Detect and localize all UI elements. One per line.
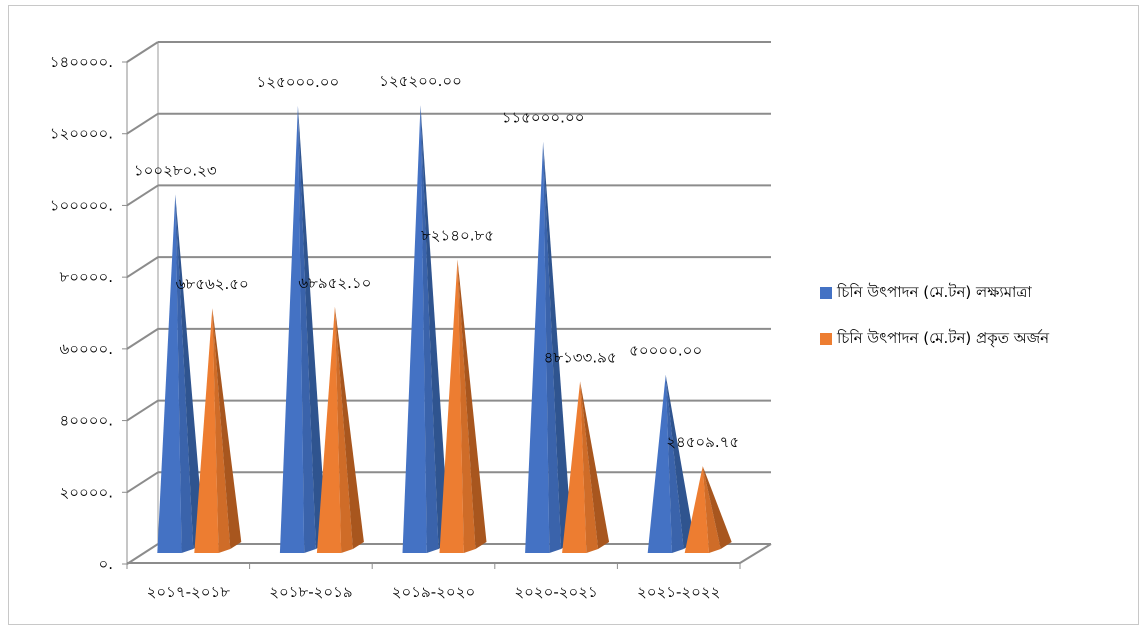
x-tick-label: ২০২০-২০২১ [514, 583, 597, 601]
legend: চিনি উৎপাদন (মে.টন) লক্ষ্যমাত্রা চিনি উৎ… [820, 280, 1049, 372]
bar [157, 194, 205, 553]
y-tick-label: ০. [98, 555, 113, 573]
bar [525, 141, 573, 553]
data-label: ৮২১৪০.৮৫ [421, 226, 494, 244]
bar [279, 105, 327, 554]
data-label: ৪৮১৩৩.৯৫ [544, 348, 617, 366]
y-tick-label: ১০০০০০. [50, 196, 113, 214]
data-label: ২৪৫০৯.৭৫ [666, 433, 739, 451]
data-label: ৬৮৫৬২.৫০ [176, 275, 249, 293]
bar [647, 374, 695, 553]
bar [562, 381, 610, 553]
legend-label-target: চিনি উৎপাদন (মে.টন) লক্ষ্যমাত্রা [837, 282, 1032, 301]
floor-right-edge [739, 543, 772, 564]
legend-swatch-target [820, 287, 832, 299]
y-tick-label: ২০০০০. [59, 483, 113, 501]
axes [126, 62, 772, 564]
bar [684, 466, 732, 553]
data-label: ১২৫২০০.০০ [379, 72, 462, 90]
x-tick-label: ২০১৭-২০১৮ [147, 583, 231, 601]
data-labels: ১০০২৮০.২৩ ১২৫০০০.০০ ১২৫২০০.০০ ১১৫০০০.০০ ৫০০০… [134, 72, 739, 451]
x-tick-label: ২০১৮-২০১৯ [269, 583, 352, 601]
y-tick-label: ৮০০০০. [59, 268, 113, 286]
x-axis-ticks: ২০১৭-২০১৮ ২০১৮-২০১৯ ২০১৯-২০২০ ২০২০-২০২১ ২০২১… [126, 563, 741, 601]
y-tick-label: ৪০০০০. [59, 412, 113, 430]
y-tick-label: ১২০০০০. [50, 125, 113, 143]
bar [316, 306, 364, 553]
data-label: ১১৫০০০.০০ [502, 109, 585, 127]
legend-item-actual: চিনি উৎপাদন (মে.টন) প্রকৃত অর্জন [820, 326, 1049, 352]
y-tick-label: ৬০০০০. [59, 340, 113, 358]
chart-frame [8, 5, 1139, 625]
gridline [126, 112, 771, 135]
legend-item-target: চিনি উৎপাদন (মে.টন) লক্ষ্যমাত্রা [820, 280, 1049, 306]
bar [402, 105, 450, 553]
gridline [126, 41, 771, 63]
y-tick-label: ১৪০০০০. [50, 53, 113, 71]
data-label: ৫০০০০.০০ [629, 342, 702, 360]
data-label: ৬৮৯৫২.১০ [298, 274, 371, 292]
bar [439, 259, 487, 553]
gridlines [126, 41, 771, 565]
gridline [126, 184, 771, 207]
data-label: ১০০২৮০.২৩ [134, 161, 217, 179]
x-tick-label: ২০২১-২০২২ [637, 583, 720, 601]
gridline [126, 256, 771, 278]
y-axis-ticks: ০. ২০০০০. ৪০০০০. ৬০০০০. ৮০০০০. ১০০০০০. ১২০০০০.… [50, 53, 127, 573]
x-tick-label: ২০১৯-২০২০ [392, 583, 475, 601]
data-label: ১২৫০০০.০০ [257, 73, 340, 91]
legend-swatch-actual [820, 333, 832, 345]
legend-label-actual: চিনি উৎপাদন (মে.টন) প্রকৃত অর্জন [837, 328, 1050, 347]
bars [157, 105, 732, 554]
bar [194, 308, 242, 553]
